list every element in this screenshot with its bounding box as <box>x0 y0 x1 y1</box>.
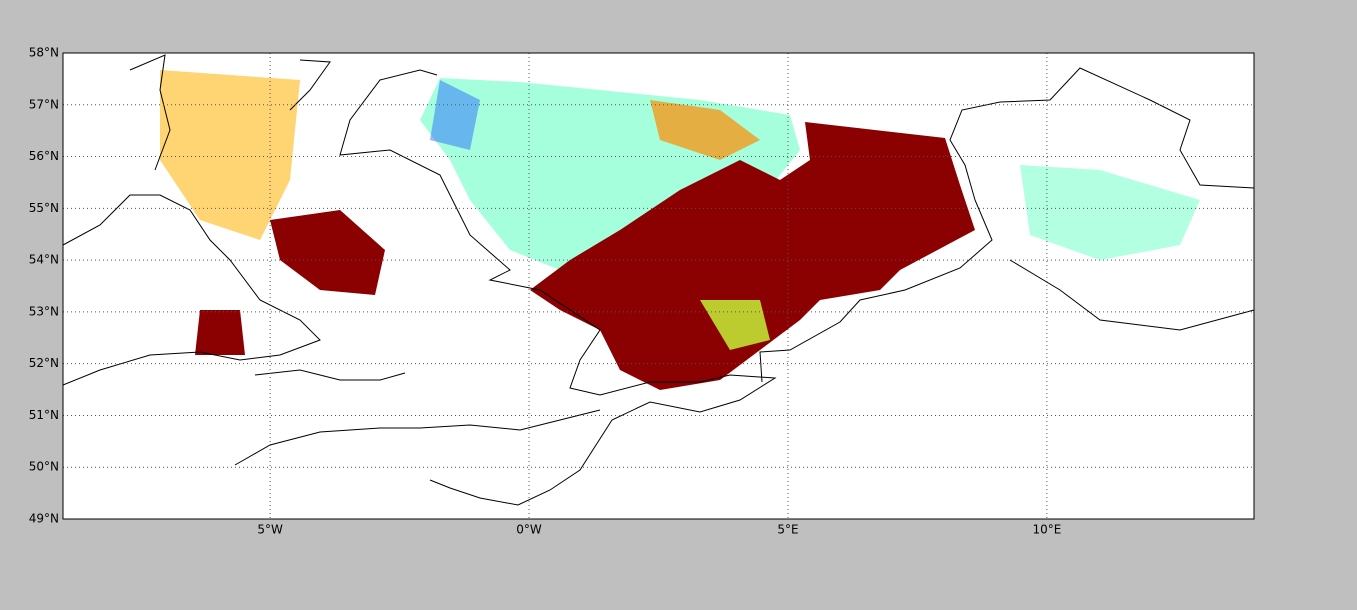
swath-east <box>1020 165 1200 260</box>
y-tick-label: 50°N <box>29 460 59 474</box>
coastline <box>254 259 1255 381</box>
coastline <box>62 194 321 386</box>
coastlines <box>62 54 1255 506</box>
frame <box>62 52 1255 520</box>
coastline <box>339 69 777 506</box>
x-tick-label: 5°E <box>777 523 798 537</box>
swath-blue <box>430 80 480 150</box>
y-tick-label: 49°N <box>29 512 59 526</box>
swath-yellow <box>700 300 770 350</box>
swath-west <box>160 70 300 240</box>
y-tick-label: 55°N <box>29 201 59 215</box>
x-tick-label: 10°E <box>1032 523 1061 537</box>
swath-orange <box>650 100 760 160</box>
x-tick-label: 0°W <box>516 523 542 537</box>
swath-west-red <box>270 210 385 295</box>
y-tick-label: 56°N <box>29 149 59 163</box>
swath-sw-red <box>195 310 245 355</box>
x-tick-label: 5°W <box>257 523 283 537</box>
coastline <box>129 54 331 171</box>
y-tick-label: 58°N <box>29 46 59 60</box>
data-field <box>160 70 1200 390</box>
swath-red <box>530 122 975 390</box>
y-tick-label: 52°N <box>29 356 59 370</box>
coastline <box>759 67 1255 383</box>
y-tick-label: 51°N <box>29 408 59 422</box>
y-tick-label: 53°N <box>29 304 59 318</box>
coastline <box>234 409 601 466</box>
y-tick-label: 54°N <box>29 253 59 267</box>
y-tick-label: 57°N <box>29 97 59 111</box>
